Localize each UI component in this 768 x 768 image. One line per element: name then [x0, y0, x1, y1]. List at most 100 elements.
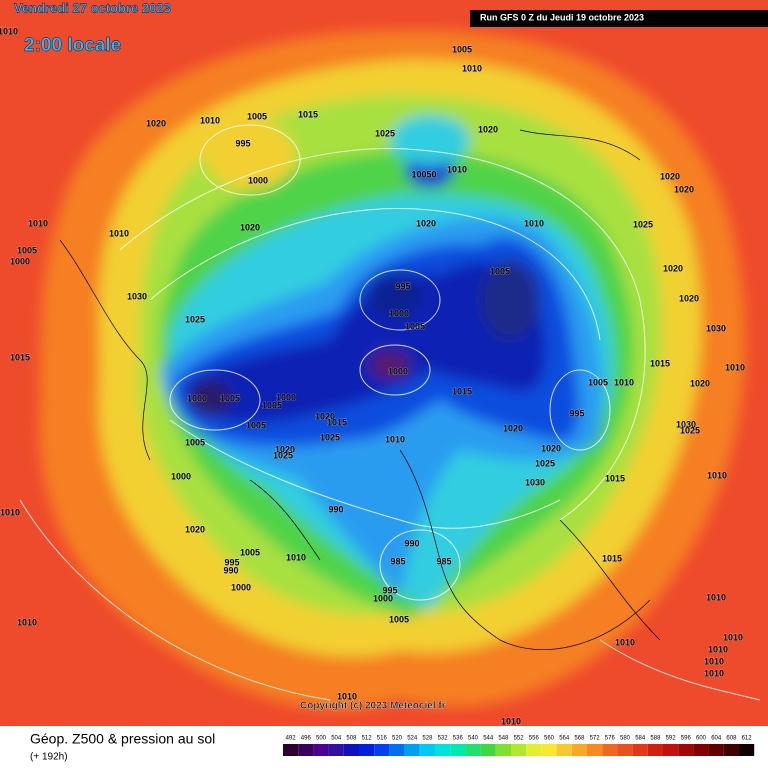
isobar-label: 1010: [109, 228, 129, 238]
isobar-label: 1030: [127, 291, 147, 301]
run-info: Run GFS 0 Z du Jeudi 19 octobre 2023: [480, 12, 644, 22]
isobar-label: 1015: [650, 358, 670, 368]
isobar-label: 1020: [503, 423, 523, 433]
isobar-label: 1010: [0, 507, 20, 517]
scale-swatch: [480, 744, 496, 756]
scale-swatch: [313, 744, 329, 756]
scale-label: 548: [498, 736, 509, 742]
isobar-label: 995: [569, 408, 584, 418]
isobar-label: 1025: [375, 128, 395, 138]
isobar-label: 1010: [708, 644, 728, 654]
scale-swatch: [571, 744, 587, 756]
scale-label: 536: [453, 736, 464, 742]
isobar-label: 1005: [247, 111, 267, 121]
scale-swatch: [678, 744, 694, 756]
isobar-label: 1015: [298, 109, 318, 119]
isobar-label: 1020: [315, 411, 335, 421]
scale-label: 544: [483, 736, 494, 742]
scale-label: 596: [681, 736, 692, 742]
isobar-label: 1025: [680, 425, 700, 435]
scale-label: 512: [362, 736, 373, 742]
scale-swatch: [556, 744, 572, 756]
isobar-label: 1010: [501, 716, 521, 726]
isobar-label: 1025: [273, 450, 293, 460]
geopotential-field: [38, 29, 746, 710]
isobar-label: 985: [436, 556, 451, 566]
isobar-label: 1000: [373, 593, 393, 603]
isobar-label: 990: [223, 565, 238, 575]
isobar-label: 1020: [663, 263, 683, 273]
scale-label: 504: [331, 736, 342, 742]
scale-label: 580: [620, 736, 631, 742]
legend-title: Géop. Z500 & pression au sol: [30, 731, 215, 747]
isobar-label: 1010: [462, 63, 482, 73]
legend-lead: (+ 192h): [30, 752, 68, 763]
scale-swatch: [602, 744, 618, 756]
scale-label: 516: [377, 736, 388, 742]
isobar-label: 1010: [337, 691, 357, 701]
scale-swatch: [465, 744, 481, 756]
scale-label: 588: [650, 736, 661, 742]
isobar-label: 1005: [389, 614, 409, 624]
scale-label: 496: [301, 736, 312, 742]
isobar-label: 1010: [706, 592, 726, 602]
isobar-label: 1025: [535, 458, 555, 468]
scale-swatch: [328, 744, 344, 756]
isobar-label: 995: [395, 281, 410, 291]
scale-label: 564: [559, 736, 570, 742]
scale-swatch: [723, 744, 739, 756]
isobar-label: 1020: [541, 443, 561, 453]
isobar-label: 1000: [187, 393, 207, 403]
scale-swatch: [647, 744, 663, 756]
scale-label: 568: [574, 736, 585, 742]
isobar-label: 1005: [220, 393, 240, 403]
isobar-label: 1010: [0, 26, 18, 36]
isobar-label: 1025: [320, 432, 340, 442]
valid-date: Vendredi 27 octobre 2023: [14, 0, 171, 15]
color-scale: 492 496 500 504 508 512 516 520 524 528 532 536 540 5…: [283, 736, 755, 756]
scale-label: 540: [468, 736, 479, 742]
scale-label: 612: [742, 736, 753, 742]
isobar-lines: [19, 124, 761, 701]
scale-label: 520: [392, 736, 403, 742]
isobar-label: 1000: [248, 175, 268, 185]
isobar-label: 1000: [276, 392, 296, 402]
isobar-label: 1020: [660, 171, 680, 181]
isobar-label: 1010: [615, 637, 635, 647]
isobar-label: 1010: [447, 164, 467, 174]
isobar-label: 1015: [605, 473, 625, 483]
scale-swatch: [511, 744, 527, 756]
isobar-label: 1005: [185, 437, 205, 447]
isobar-label: 1020: [416, 218, 436, 228]
isobar-label: 1005: [405, 321, 425, 331]
isobar-label: 1025: [633, 219, 653, 229]
isobar-label: 1000: [388, 366, 408, 376]
isobar-label: 1030: [676, 419, 696, 429]
scale-swatch: [404, 744, 420, 756]
isobar-label: 1010: [725, 362, 745, 372]
scale-label: 508: [346, 736, 357, 742]
isobar-label: 1020: [240, 222, 260, 232]
isobar-label: 1020: [146, 118, 166, 128]
scale-swatch: [298, 744, 314, 756]
scale-label: 492: [286, 736, 297, 742]
isobar-label: 995: [235, 138, 250, 148]
isobar-label: 1020: [478, 124, 498, 134]
scale-swatch: [343, 744, 359, 756]
isobar-label: 1010: [614, 377, 634, 387]
isobar-label: 1025: [185, 314, 205, 324]
scale-swatch: [374, 744, 390, 756]
scale-swatch: [617, 744, 633, 756]
scale-swatch: [283, 744, 299, 756]
scale-label: 560: [544, 736, 555, 742]
scale-label: 532: [438, 736, 449, 742]
isobar-label: 1005: [262, 400, 282, 410]
scale-swatch: [632, 744, 648, 756]
isobar-label: 1010: [200, 115, 220, 125]
scale-label: 552: [514, 736, 525, 742]
scale-swatch: [739, 744, 755, 756]
isobar-label: 1010: [17, 617, 37, 627]
